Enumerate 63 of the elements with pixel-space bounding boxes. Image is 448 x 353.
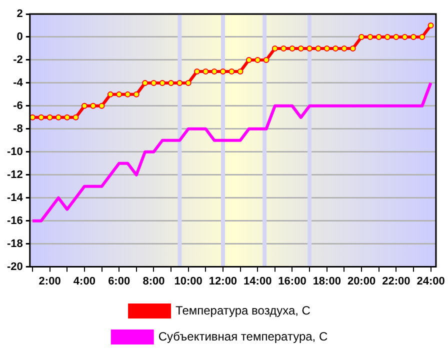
point	[428, 22, 434, 28]
point	[315, 45, 322, 52]
x-tick-label: 8:00	[142, 275, 165, 288]
point	[228, 68, 235, 74]
point	[280, 45, 287, 52]
point	[263, 56, 270, 63]
point	[298, 45, 304, 52]
point	[150, 80, 157, 86]
x-tick-label: 10:00	[174, 275, 202, 288]
y-tick-label: -8	[13, 122, 23, 135]
point	[72, 114, 79, 120]
y-tick-label: -4	[13, 76, 24, 89]
point	[237, 68, 244, 74]
x-tick-label: 4:00	[73, 275, 96, 288]
point	[272, 45, 278, 52]
point	[376, 34, 382, 40]
point	[90, 102, 96, 109]
y-tick-label: -20	[6, 260, 23, 273]
x-tick-label: 18:00	[312, 275, 341, 288]
point	[289, 45, 296, 52]
point	[402, 34, 408, 40]
point	[176, 80, 183, 86]
point	[81, 102, 88, 109]
point	[419, 34, 426, 40]
legend-label: Температура воздуха, С	[176, 303, 311, 318]
point	[185, 80, 192, 86]
point	[124, 91, 131, 98]
point	[350, 45, 356, 52]
point	[159, 80, 166, 86]
point	[393, 34, 400, 40]
y-tick-label: -10	[6, 146, 23, 158]
x-tick-label: 6:00	[108, 275, 130, 288]
x-tick-label: 12:00	[208, 275, 238, 288]
point	[246, 56, 252, 63]
point	[254, 56, 261, 63]
point	[367, 34, 374, 40]
point	[116, 91, 122, 98]
y-tick-label: -14	[6, 192, 24, 204]
y-tick-label: -12	[6, 168, 23, 181]
point	[55, 114, 62, 120]
point	[64, 114, 70, 120]
y-tick-label: -2	[13, 54, 23, 66]
x-tick-label: 16:00	[278, 275, 306, 288]
point	[46, 114, 53, 120]
legend-label: Субъективная температура, С	[158, 329, 328, 344]
point	[324, 45, 330, 52]
y-tick-label: -6	[13, 100, 23, 112]
point	[107, 91, 114, 98]
y-tick-label: -18	[6, 238, 23, 250]
point	[202, 68, 209, 74]
point	[211, 68, 218, 74]
y-tick-label: 2	[16, 8, 23, 20]
x-tick-label: 22:00	[382, 275, 410, 288]
y-tick-label: -16	[6, 214, 23, 227]
x-tick-label: 2:00	[38, 275, 61, 288]
point	[133, 91, 140, 98]
x-tick-label: 24:00	[416, 275, 445, 288]
x-tick-label: 14:00	[244, 275, 272, 288]
point	[98, 102, 105, 109]
point	[38, 114, 44, 120]
y-tick-label: 0	[16, 31, 23, 44]
point	[341, 45, 348, 52]
x-tick-label: 20:00	[347, 275, 376, 288]
